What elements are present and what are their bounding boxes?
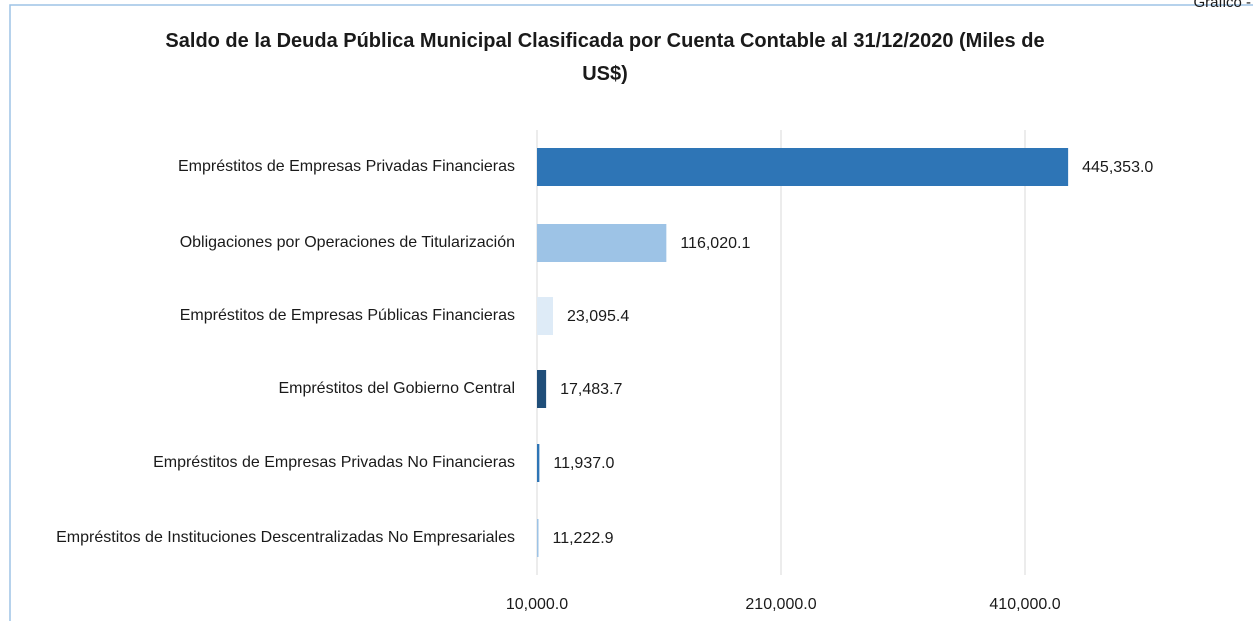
category-label: Empréstitos de Instituciones Descentrali…	[56, 529, 515, 546]
chart-title: Saldo de la Deuda Pública Municipal Clas…	[165, 30, 1044, 85]
bar	[537, 370, 547, 408]
x-tick-label: 10,000.0	[506, 596, 568, 613]
x-tick-label: 210,000.0	[745, 596, 816, 613]
value-label: 445,353.0	[1082, 159, 1153, 176]
bar	[537, 444, 540, 482]
corner-label: Gráfico -	[1193, 0, 1251, 11]
bar	[537, 297, 553, 335]
category-label: Empréstitos del Gobierno Central	[278, 380, 515, 397]
category-label: Empréstitos de Empresas Privadas Financi…	[178, 158, 515, 175]
value-label: 116,020.1	[680, 235, 750, 252]
value-label: 17,483.7	[560, 381, 622, 398]
bar	[537, 148, 1069, 186]
bar	[537, 519, 539, 557]
category-label: Empréstitos de Empresas Privadas No Fina…	[153, 454, 515, 471]
value-label: 11,937.0	[553, 455, 614, 472]
value-label: 11,222.9	[552, 530, 613, 547]
x-tick-label: 410,000.0	[989, 596, 1060, 613]
category-label: Obligaciones por Operaciones de Titulari…	[180, 234, 515, 251]
category-label: Empréstitos de Empresas Públicas Financi…	[180, 307, 515, 324]
value-label: 23,095.4	[567, 308, 629, 325]
chart-frame	[9, 4, 1253, 621]
bar	[537, 224, 667, 262]
